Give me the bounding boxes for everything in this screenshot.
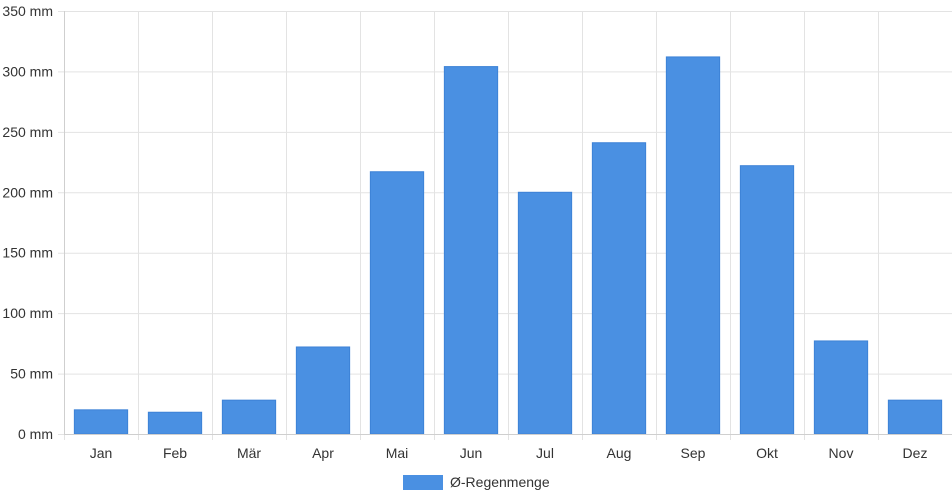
y-tick-label: 200 mm [2, 184, 53, 200]
y-tick-label: 50 mm [10, 366, 53, 382]
bar-dez[interactable] [887, 399, 943, 435]
x-tick-label: Aug [607, 445, 632, 461]
bar-jul[interactable] [517, 191, 573, 435]
y-tick-label: 100 mm [2, 305, 53, 321]
bar-sep[interactable] [665, 56, 721, 435]
axes: 0 mm 50 mm 100 mm 150 mm 200 mm 250 mm 300 mm 3… [2, 3, 952, 461]
x-tick-label: Apr [312, 445, 334, 461]
bar-okt[interactable] [739, 165, 795, 435]
y-tick-label: 350 mm [2, 3, 53, 19]
legend[interactable]: Ø-Regenmenge [403, 474, 550, 490]
y-tick-label: 300 mm [2, 63, 53, 79]
x-tick-label: Dez [903, 445, 928, 461]
bar-jan[interactable] [73, 409, 129, 435]
y-tick-label: 0 mm [18, 426, 53, 442]
x-tick-label: Okt [756, 445, 778, 461]
bar-jun[interactable] [443, 66, 499, 435]
legend-label[interactable]: Ø-Regenmenge [450, 474, 550, 490]
legend-swatch[interactable] [403, 475, 443, 490]
bar-nov[interactable] [813, 340, 869, 435]
x-tick-label: Nov [829, 445, 854, 461]
bar-apr[interactable] [295, 346, 351, 435]
y-tick-label: 150 mm [2, 245, 53, 261]
x-tick-label: Sep [681, 445, 706, 461]
x-tick-label: Jan [90, 445, 113, 461]
bar-mär[interactable] [221, 399, 277, 435]
x-tick-label: Jun [460, 445, 483, 461]
bar-mai[interactable] [369, 171, 425, 435]
x-tick-label: Jul [536, 445, 554, 461]
y-tick-label: 250 mm [2, 124, 53, 140]
x-tick-label: Feb [163, 445, 187, 461]
bar-aug[interactable] [591, 142, 647, 435]
bars [73, 56, 943, 435]
bar-feb[interactable] [147, 411, 203, 435]
x-tick-label: Mär [237, 445, 261, 461]
grid [58, 11, 952, 440]
x-tick-label: Mai [386, 445, 409, 461]
